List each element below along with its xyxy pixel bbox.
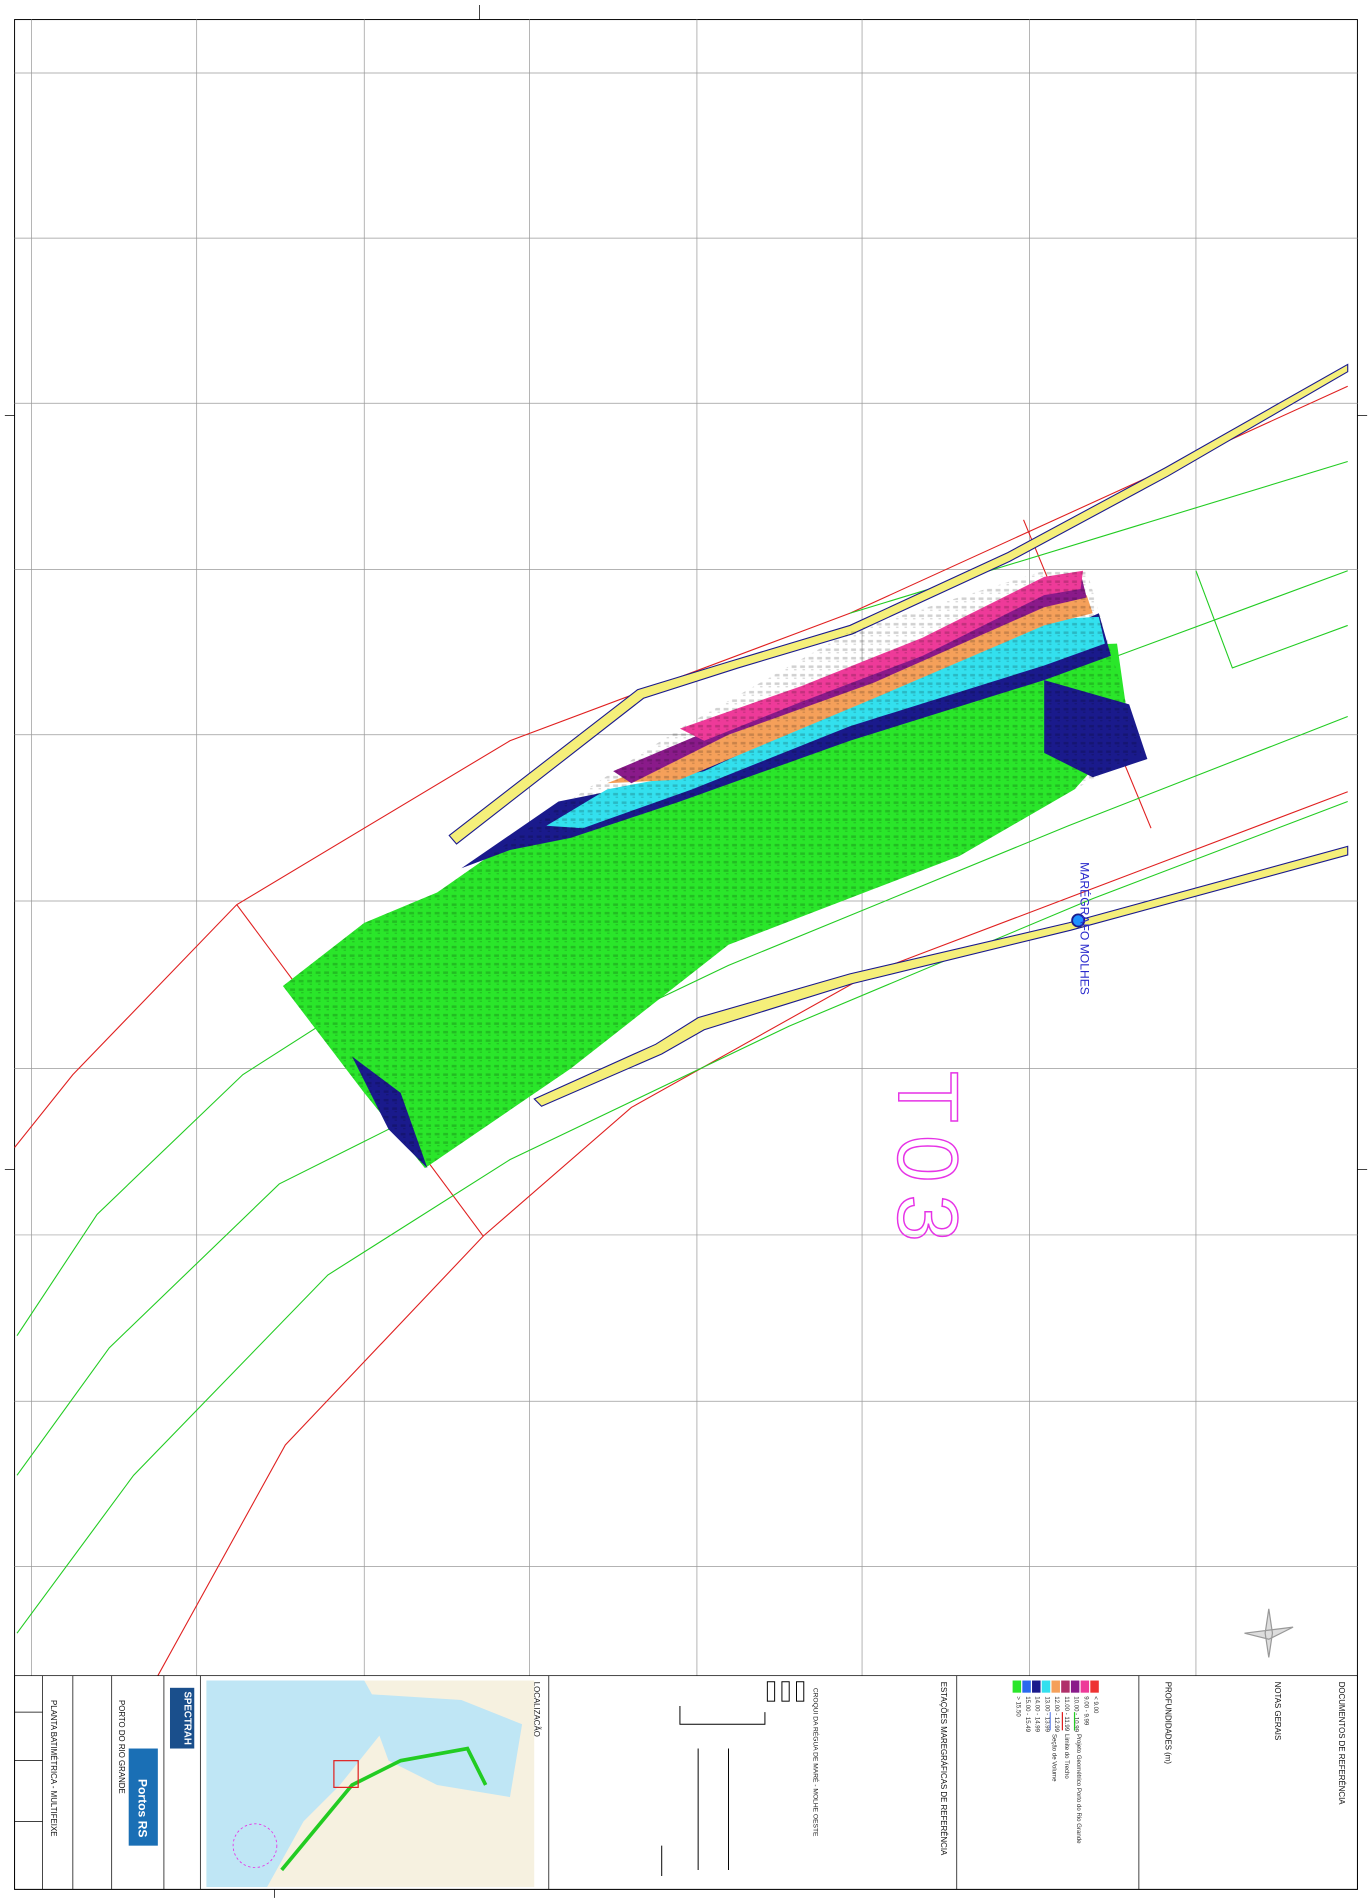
depth-class-label: 10.00 - 10.99 [1073, 1696, 1079, 1732]
line-legend-label: Limite do Trecho [1063, 1734, 1069, 1779]
depth-legend-heading: PROFUNDIDADES (m) [1164, 1682, 1173, 1765]
client-logo [128, 1748, 158, 1846]
drawing-title: PLANTA BATIMÉTRICA - MULTIFEIXE [49, 1700, 58, 1837]
depth-class-label: 11.00 - 11.99 [1063, 1696, 1069, 1731]
north-arrow [1244, 1608, 1294, 1658]
survey-area [282, 570, 1148, 1169]
notes-heading: NOTAS GERAIS [1273, 1682, 1282, 1741]
tide-gauge-marker [1071, 913, 1086, 928]
company: SPECTRAH [182, 1691, 193, 1744]
depth-class-label: 13.00 - 13.99 [1043, 1696, 1049, 1732]
depth-class-label: > 15.50 [1014, 1696, 1020, 1717]
depth-class-label: < 9.00 [1092, 1696, 1098, 1714]
company-logo [169, 1687, 195, 1749]
depth-class-label: 12.00 - 12.99 [1053, 1696, 1059, 1732]
sounding-texture [282, 570, 1142, 1169]
tide-stations-heading: ESTAÇÕES MAREGRÁFICAS DE REFERÊNCIA [939, 1682, 948, 1856]
title-block [14, 1675, 1358, 1890]
depth-class-label: 14.00 - 14.99 [1034, 1696, 1040, 1732]
client: Portos RS [135, 1779, 149, 1838]
port: PORTO DO RIO GRANDE [117, 1700, 126, 1794]
depth-class-label: 15.00 - 15.49 [1024, 1696, 1030, 1732]
line-legend-label: Projeto Geométrico Porto do Rio Grande [1075, 1734, 1081, 1844]
line-legend-swatches [1049, 1712, 1076, 1731]
jetty [448, 363, 1349, 1107]
location-inset [206, 1680, 535, 1887]
line-legend-label: Seção de Volume [1051, 1734, 1057, 1782]
tide-gauge-label: MARÉGRAFO MOLHES [1078, 862, 1093, 995]
section-label: T03 [879, 1071, 974, 1254]
location-heading: LOCALIZAÇÃO [532, 1682, 541, 1737]
references-heading: DOCUMENTOS DE REFERÊNCIA [1337, 1682, 1346, 1806]
tide-station-detail: CROQUI DA RÉGUA DE MARÉ - MOLHE OESTE [811, 1688, 820, 1837]
depth-legend [1012, 1680, 1099, 1693]
depth-class-label: 9.00 - 9.99 [1082, 1696, 1088, 1726]
gauge-sketch [661, 1681, 805, 1877]
